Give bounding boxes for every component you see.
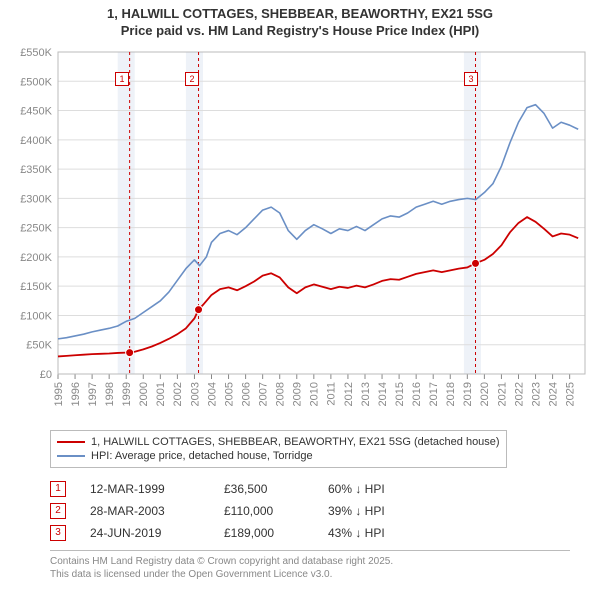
footer-line-1: Contains HM Land Registry data © Crown c… — [50, 555, 570, 568]
sale-number-badge: 3 — [50, 525, 66, 541]
sale-price: £110,000 — [224, 504, 304, 518]
svg-text:£150K: £150K — [20, 281, 52, 293]
svg-text:£350K: £350K — [20, 164, 52, 176]
chart-area: £0 £50K £100K £150K £200K £250K £300K £350K £400… — [10, 44, 590, 424]
legend-box: 1, HALWILL COTTAGES, SHEBBEAR, BEAWORTHY… — [50, 430, 507, 468]
svg-text:2002: 2002 — [172, 382, 184, 406]
sale-row: 3 24-JUN-2019 £189,000 43% ↓ HPI — [50, 522, 570, 544]
svg-text:2004: 2004 — [206, 382, 218, 406]
svg-text:£0: £0 — [40, 369, 52, 381]
svg-text:1995: 1995 — [53, 382, 65, 406]
sale-number-badge: 1 — [50, 481, 66, 497]
sale-delta: 39% ↓ HPI — [328, 504, 385, 518]
sale-date: 12-MAR-1999 — [90, 482, 200, 496]
svg-text:£400K: £400K — [20, 135, 52, 147]
svg-text:2021: 2021 — [496, 382, 508, 406]
svg-text:2005: 2005 — [223, 382, 235, 406]
svg-text:2024: 2024 — [547, 382, 559, 406]
svg-text:2015: 2015 — [394, 382, 406, 406]
svg-text:2007: 2007 — [258, 382, 270, 406]
svg-text:2013: 2013 — [360, 382, 372, 406]
svg-text:2014: 2014 — [377, 382, 389, 406]
svg-text:2019: 2019 — [462, 382, 474, 406]
sale-price: £189,000 — [224, 526, 304, 540]
legend-swatch — [57, 441, 85, 443]
svg-text:2000: 2000 — [138, 382, 150, 406]
legend-label: 1, HALWILL COTTAGES, SHEBBEAR, BEAWORTHY… — [91, 436, 500, 448]
svg-text:£550K: £550K — [20, 47, 52, 59]
sale-date: 28-MAR-2003 — [90, 504, 200, 518]
sale-number-badge: 2 — [50, 503, 66, 519]
svg-text:£450K: £450K — [20, 105, 52, 117]
sale-delta: 43% ↓ HPI — [328, 526, 385, 540]
svg-text:2022: 2022 — [513, 382, 525, 406]
svg-text:1996: 1996 — [70, 382, 82, 406]
svg-text:2011: 2011 — [326, 382, 338, 406]
title-line-1: 1, HALWILL COTTAGES, SHEBBEAR, BEAWORTHY… — [10, 6, 590, 23]
sale-marker-label: 3 — [464, 72, 478, 86]
svg-text:1997: 1997 — [87, 382, 99, 406]
legend-label: HPI: Average price, detached house, Torr… — [91, 450, 313, 462]
svg-text:£50K: £50K — [26, 340, 52, 352]
svg-text:2017: 2017 — [428, 382, 440, 406]
svg-text:£200K: £200K — [20, 252, 52, 264]
svg-text:£100K: £100K — [20, 310, 52, 322]
svg-text:2009: 2009 — [292, 382, 304, 406]
footer-attribution: Contains HM Land Registry data © Crown c… — [50, 550, 570, 581]
svg-text:1999: 1999 — [121, 382, 133, 406]
svg-text:2001: 2001 — [155, 382, 167, 406]
sale-row: 1 12-MAR-1999 £36,500 60% ↓ HPI — [50, 478, 570, 500]
sales-table: 1 12-MAR-1999 £36,500 60% ↓ HPI 2 28-MAR-2003… — [50, 478, 570, 544]
svg-text:2023: 2023 — [530, 382, 542, 406]
chart-title-block: 1, HALWILL COTTAGES, SHEBBEAR, BEAWORTHY… — [0, 0, 600, 44]
legend-row: HPI: Average price, detached house, Torr… — [57, 449, 500, 463]
svg-text:£250K: £250K — [20, 222, 52, 234]
title-line-2: Price paid vs. HM Land Registry's House … — [10, 23, 590, 40]
svg-text:2006: 2006 — [240, 382, 252, 406]
sale-price: £36,500 — [224, 482, 304, 496]
svg-text:2012: 2012 — [343, 382, 355, 406]
svg-text:2025: 2025 — [565, 382, 577, 406]
svg-text:1998: 1998 — [104, 382, 116, 406]
chart-svg: £0 £50K £100K £150K £200K £250K £300K £350K £400… — [10, 44, 590, 424]
legend-swatch — [57, 455, 85, 457]
footer-line-2: This data is licensed under the Open Gov… — [50, 568, 570, 581]
legend-row: 1, HALWILL COTTAGES, SHEBBEAR, BEAWORTHY… — [57, 435, 500, 449]
svg-text:2003: 2003 — [189, 382, 201, 406]
sale-marker-label: 2 — [185, 72, 199, 86]
svg-text:£300K: £300K — [20, 193, 52, 205]
svg-text:2016: 2016 — [411, 382, 423, 406]
svg-text:2018: 2018 — [445, 382, 457, 406]
svg-text:2020: 2020 — [479, 382, 491, 406]
svg-text:2010: 2010 — [309, 382, 321, 406]
svg-text:2008: 2008 — [275, 382, 287, 406]
sale-delta: 60% ↓ HPI — [328, 482, 385, 496]
sale-marker-label: 1 — [115, 72, 129, 86]
svg-text:£500K: £500K — [20, 76, 52, 88]
sale-row: 2 28-MAR-2003 £110,000 39% ↓ HPI — [50, 500, 570, 522]
sale-date: 24-JUN-2019 — [90, 526, 200, 540]
